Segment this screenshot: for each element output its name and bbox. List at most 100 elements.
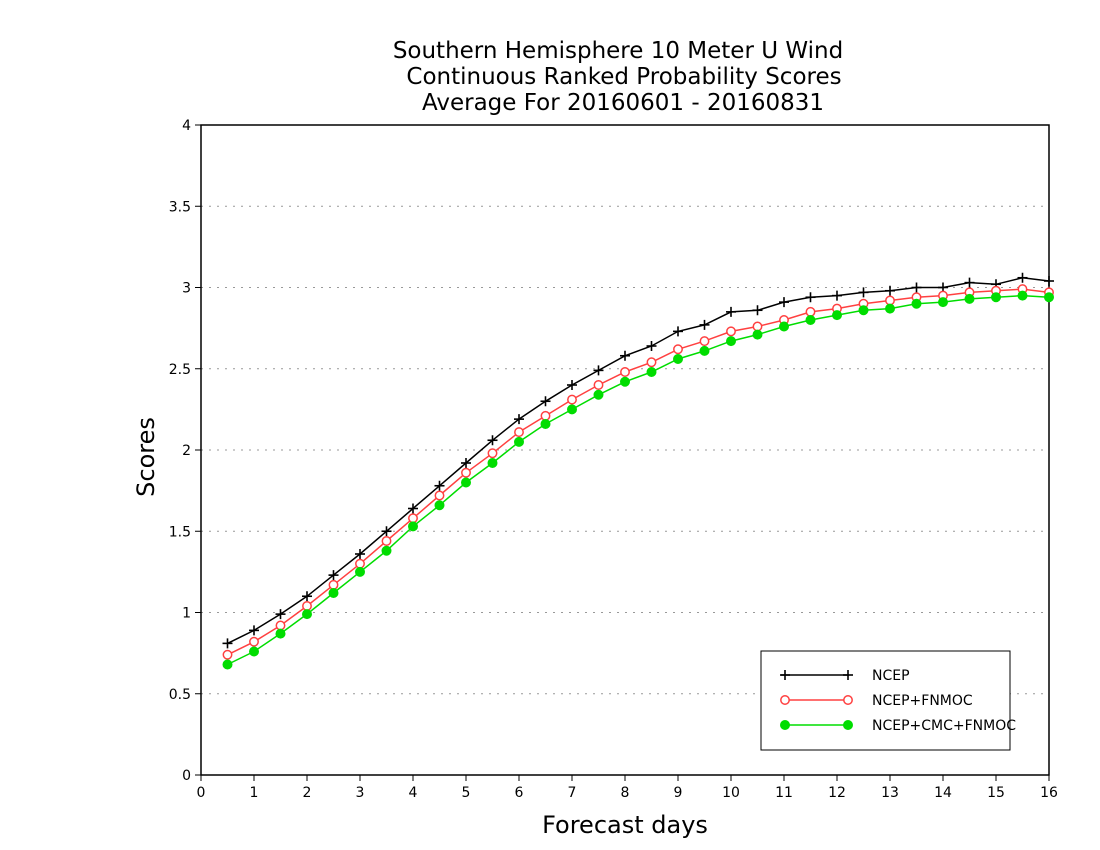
data-point [222, 649, 233, 660]
data-point [885, 295, 895, 306]
data-point [434, 500, 445, 511]
data-point [408, 521, 418, 532]
data-point [832, 290, 842, 301]
data-point [408, 513, 418, 524]
data-point [461, 477, 471, 488]
data-point [673, 344, 683, 355]
data-point [514, 427, 524, 438]
data-point [302, 601, 312, 611]
data-point [302, 609, 312, 620]
data-point [858, 287, 869, 298]
data-point [328, 588, 339, 598]
x-tick-label: 4 [409, 785, 418, 801]
legend-entry-3: NCEP+CMC+FNMOC [780, 718, 1016, 734]
data-point [726, 326, 736, 337]
x-tick-label: 16 [1040, 785, 1058, 801]
y-axis-label: Scores [132, 417, 160, 497]
legend-entry-1: NCEP [780, 668, 910, 684]
x-tick-label: 12 [828, 785, 846, 801]
data-point [381, 536, 392, 546]
series-2 [222, 284, 1054, 660]
data-point [540, 419, 551, 429]
data-point [487, 435, 498, 446]
x-tick-label: 15 [987, 785, 1005, 801]
data-point [275, 609, 286, 620]
data-point [408, 503, 418, 514]
y-tick-label: 2.5 [169, 362, 191, 378]
data-point [620, 350, 630, 361]
chart-title-line-3: Average For 20160601 - 20160831 [422, 90, 824, 116]
chart-title-line-1: Southern Hemisphere 10 Meter U Wind [393, 38, 843, 64]
data-point [752, 329, 763, 340]
y-tick-label: 3.5 [169, 199, 191, 215]
y-tick-label: 0.5 [169, 687, 191, 703]
data-point [249, 625, 259, 636]
legend-marker [843, 695, 853, 705]
data-point [1044, 292, 1054, 303]
x-tick-label: 6 [515, 785, 524, 801]
data-point [222, 638, 233, 649]
data-point [381, 526, 392, 537]
legend: NCEP NCEP+FNMOC NCEP+CMC+FNMOC [760, 650, 1016, 751]
series-layer [222, 272, 1054, 670]
data-point [355, 566, 365, 577]
data-point [805, 315, 816, 325]
data-point [726, 336, 736, 347]
data-point [355, 558, 365, 569]
data-point [434, 490, 445, 501]
data-point [593, 380, 604, 390]
legend-marker [843, 720, 853, 730]
legend-entry-2: NCEP+FNMOC [780, 693, 973, 709]
data-point [646, 341, 657, 351]
data-point [938, 297, 948, 308]
data-point [779, 297, 789, 308]
x-axis-label: Forecast days [542, 811, 708, 839]
data-point [911, 298, 922, 309]
x-tick-label: 11 [775, 785, 793, 801]
data-point [699, 336, 710, 347]
data-point [1044, 276, 1054, 286]
data-point [673, 354, 683, 364]
chart-title-line-2: Continuous Ranked Probability Scores [406, 64, 841, 90]
data-point [567, 394, 577, 405]
data-point [514, 436, 524, 447]
data-point [620, 376, 630, 387]
series-3 [222, 290, 1054, 670]
data-point [1017, 272, 1028, 283]
legend-label: NCEP [872, 668, 910, 684]
data-point [593, 389, 604, 400]
data-point [540, 410, 551, 421]
data-point [620, 367, 630, 377]
data-point [434, 480, 445, 491]
data-point [355, 549, 365, 559]
data-point [567, 380, 577, 390]
data-point [328, 570, 339, 581]
data-point [779, 321, 789, 332]
data-point [567, 404, 577, 415]
legend-marker [780, 670, 790, 680]
data-point [487, 448, 498, 459]
y-tick-label: 1 [182, 606, 191, 622]
data-point [487, 458, 498, 468]
series-1 [222, 272, 1054, 649]
x-tick-label: 7 [568, 785, 577, 801]
data-point [911, 282, 922, 293]
data-point [885, 303, 895, 314]
data-point [593, 365, 604, 376]
legend-label: NCEP+CMC+FNMOC [872, 718, 1016, 734]
series-line [227, 288, 1050, 656]
data-point [646, 367, 657, 377]
data-point [699, 319, 710, 330]
legend-marker [780, 720, 790, 730]
axes: 00.511.522.533.540 1 2 3 4 5 6 7 8 9 10 11 12 13 14 15 1… [169, 118, 1058, 801]
y-tick-label: 2 [182, 443, 191, 459]
y-tick-label: 3 [182, 281, 191, 297]
data-point [249, 636, 259, 647]
data-point [646, 357, 657, 368]
data-point [328, 579, 339, 590]
data-point [991, 292, 1001, 303]
data-point [540, 396, 551, 407]
data-point [222, 659, 233, 670]
series-line [227, 277, 1050, 645]
